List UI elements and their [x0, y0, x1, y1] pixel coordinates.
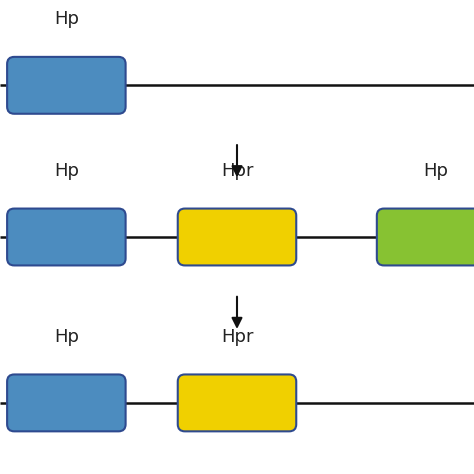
FancyBboxPatch shape: [7, 209, 126, 265]
Text: Hp: Hp: [54, 10, 79, 28]
FancyBboxPatch shape: [178, 374, 296, 431]
Text: Hp: Hp: [54, 162, 79, 180]
FancyBboxPatch shape: [7, 374, 126, 431]
FancyBboxPatch shape: [178, 209, 296, 265]
Text: Hp: Hp: [54, 328, 79, 346]
FancyBboxPatch shape: [7, 57, 126, 114]
Text: Hp: Hp: [424, 162, 448, 180]
FancyBboxPatch shape: [377, 209, 474, 265]
Text: Hpr: Hpr: [221, 328, 253, 346]
Text: Hpr: Hpr: [221, 162, 253, 180]
